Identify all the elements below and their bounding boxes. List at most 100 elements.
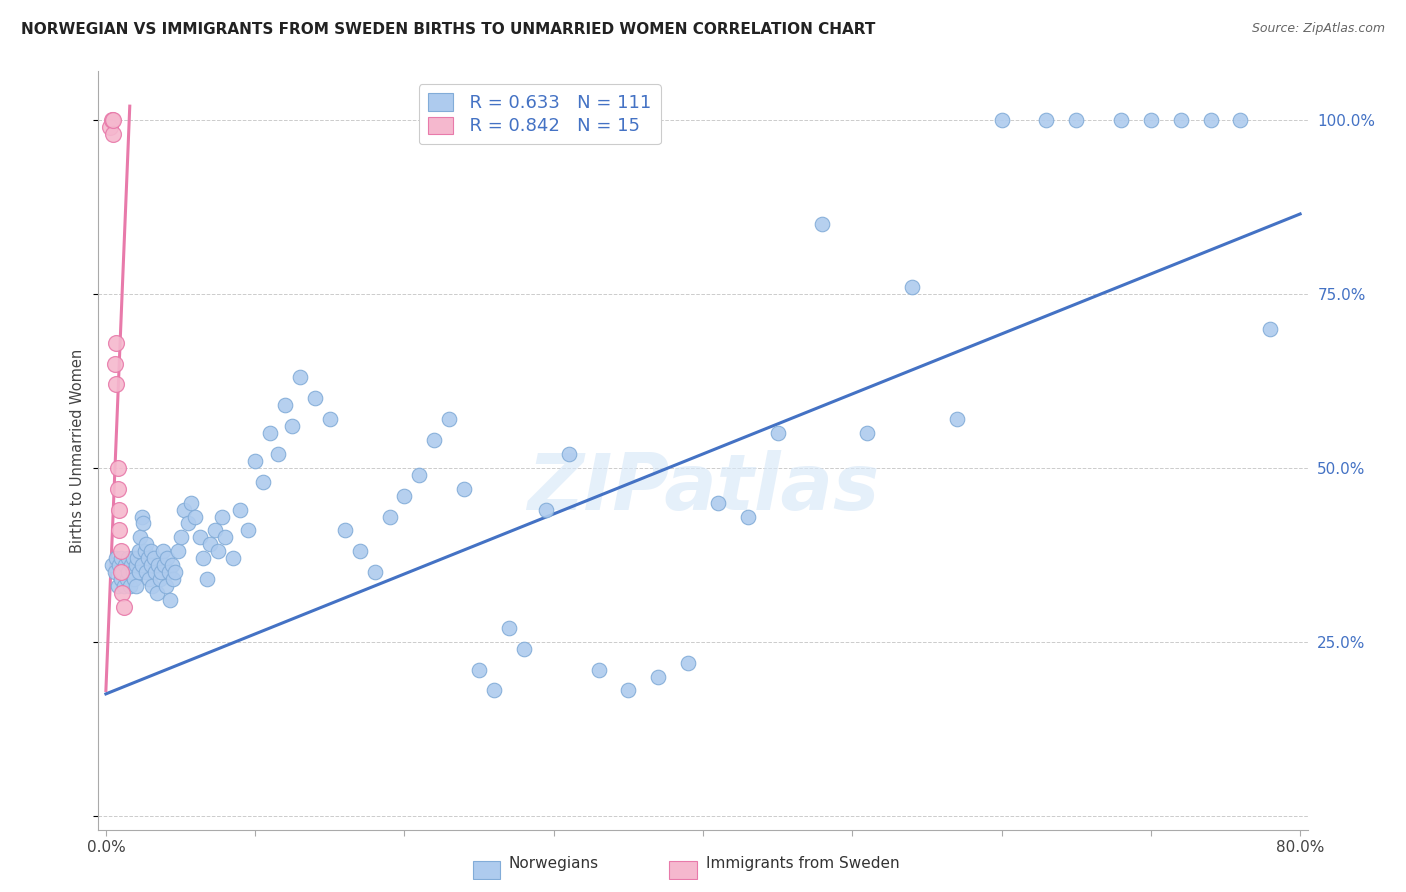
Point [468, 663, 491, 677]
Point [184, 509, 207, 524]
Point [120, 558, 142, 573]
Point [856, 426, 879, 441]
Point [127, 551, 149, 566]
Point [274, 398, 297, 412]
Point [319, 412, 342, 426]
Point [482, 683, 505, 698]
Point [139, 558, 162, 573]
Point [647, 669, 669, 683]
Point [114, 558, 136, 573]
Point [766, 426, 789, 441]
Point [588, 663, 610, 677]
Point [378, 509, 401, 524]
Text: NORWEGIAN VS IMMIGRANTS FROM SWEDEN BIRTHS TO UNMARRIED WOMEN CORRELATION CHART: NORWEGIAN VS IMMIGRANTS FROM SWEDEN BIRT… [21, 22, 876, 37]
Point [1199, 113, 1222, 128]
Point [990, 113, 1012, 128]
Point [197, 572, 219, 586]
Point [243, 454, 266, 468]
Point [138, 572, 160, 586]
Text: Norwegians: Norwegians [509, 856, 599, 871]
Point [108, 502, 131, 516]
Point [101, 113, 124, 128]
Point [115, 572, 138, 586]
Point [191, 551, 214, 566]
Text: Source: ZipAtlas.com: Source: ZipAtlas.com [1251, 22, 1385, 36]
Point [408, 467, 430, 482]
Point [214, 530, 236, 544]
Point [1229, 113, 1251, 128]
Point [118, 579, 141, 593]
Point [1170, 113, 1192, 128]
Y-axis label: Births to Unmarried Women: Births to Unmarried Women [70, 349, 86, 552]
Point [112, 599, 135, 614]
Point [617, 683, 640, 698]
Point [252, 475, 274, 489]
Point [128, 544, 150, 558]
Point [104, 357, 127, 371]
Point [707, 495, 730, 509]
Point [173, 502, 195, 516]
Point [222, 551, 245, 566]
Point [513, 641, 536, 656]
Point [110, 544, 132, 558]
Point [108, 524, 131, 538]
Point [188, 530, 211, 544]
Point [142, 551, 165, 566]
Point [132, 516, 155, 531]
Point [169, 530, 191, 544]
Point [945, 412, 967, 426]
Point [122, 572, 145, 586]
Point [150, 565, 173, 579]
Point [125, 579, 148, 593]
Point [180, 495, 202, 509]
Point [901, 280, 924, 294]
Point [141, 579, 163, 593]
Point [304, 392, 326, 406]
Point [108, 558, 131, 573]
Point [229, 502, 252, 516]
Point [103, 127, 125, 141]
Point [1258, 322, 1281, 336]
Point [204, 524, 226, 538]
Point [166, 544, 188, 558]
Point [136, 551, 159, 566]
Point [104, 565, 127, 579]
Point [394, 489, 416, 503]
Point [349, 544, 371, 558]
Point [111, 586, 134, 600]
Point [363, 565, 385, 579]
Point [152, 544, 174, 558]
Point [117, 565, 139, 579]
Point [131, 509, 153, 524]
Point [139, 544, 162, 558]
Point [163, 565, 186, 579]
Point [101, 558, 124, 573]
Point [453, 482, 475, 496]
Text: ZIPatlas: ZIPatlas [527, 450, 879, 526]
Point [737, 509, 759, 524]
Point [1064, 113, 1087, 128]
Point [1140, 113, 1163, 128]
Point [288, 370, 311, 384]
Point [129, 530, 152, 544]
Point [439, 412, 461, 426]
Point [107, 482, 129, 496]
Point [236, 524, 259, 538]
Point [143, 565, 166, 579]
Point [131, 558, 153, 573]
Point [149, 572, 172, 586]
Point [157, 565, 180, 579]
Point [145, 586, 167, 600]
Point [207, 544, 229, 558]
Point [676, 656, 699, 670]
Point [333, 524, 356, 538]
Point [281, 419, 304, 434]
Point [134, 544, 156, 558]
Point [156, 551, 179, 566]
Point [200, 537, 222, 551]
Point [107, 579, 129, 593]
Point [266, 447, 288, 461]
Point [112, 579, 135, 593]
Text: Immigrants from Sweden: Immigrants from Sweden [706, 856, 900, 871]
Point [498, 621, 520, 635]
